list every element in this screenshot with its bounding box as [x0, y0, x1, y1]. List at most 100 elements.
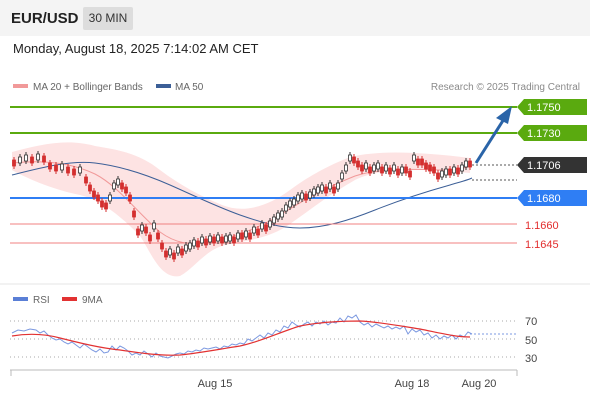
candlesticks: [12, 151, 472, 262]
candle-body: [296, 194, 300, 202]
candle-body: [212, 236, 216, 244]
candle-body: [332, 186, 336, 194]
candle-body: [188, 242, 192, 250]
candle-body: [236, 232, 240, 240]
candle-body: [396, 168, 400, 176]
candle-body: [54, 164, 58, 172]
candle-body: [280, 210, 284, 218]
target2-value: 1.1750: [527, 102, 561, 114]
candle-body: [144, 226, 148, 234]
candle-body: [120, 182, 124, 190]
candle-body: [388, 167, 392, 175]
candle-body: [284, 204, 288, 212]
rsi-line: [11, 314, 473, 359]
candle-body: [360, 164, 364, 172]
candle-body: [272, 216, 276, 224]
candle-body: [136, 228, 140, 236]
candle-body: [112, 182, 116, 190]
pivot-value: 1.1680: [527, 193, 561, 205]
candle-body: [108, 194, 112, 202]
candle-body: [164, 250, 168, 258]
ma20-legend-label: MA 20 + Bollinger Bands: [33, 82, 143, 93]
candle-body: [340, 172, 344, 180]
toolbar: EUR/USD 30 MIN: [0, 0, 590, 36]
candle-body: [18, 156, 22, 164]
candle-body: [172, 252, 176, 260]
rsi-tick-50: 50: [525, 335, 537, 347]
candle-body: [92, 190, 96, 198]
candle-body: [384, 164, 388, 172]
candle-body: [72, 168, 76, 176]
candle-body: [88, 184, 92, 192]
candle-body: [12, 159, 16, 167]
candle-body: [300, 192, 304, 200]
candle-body: [436, 172, 440, 180]
candle-body: [140, 224, 144, 232]
candle-body: [156, 232, 160, 240]
candle-body: [152, 222, 156, 230]
candle-body: [376, 162, 380, 170]
candle-body: [452, 166, 456, 174]
candle-body: [456, 167, 460, 175]
candle-body: [408, 170, 412, 178]
rsi-tick-30: 30: [525, 353, 537, 365]
target2-tag: [517, 99, 587, 115]
watermark: Research © 2025 Trading Central: [431, 82, 580, 93]
candle-body: [228, 234, 232, 242]
ma50-legend-label: MA 50: [175, 82, 204, 93]
candle-body: [100, 200, 104, 208]
last-price-value: 1.1706: [527, 160, 561, 172]
forecast-arrow-shaft: [474, 118, 506, 164]
x-label-aug20: Aug 20: [462, 378, 497, 390]
candle-body: [36, 153, 40, 161]
candle-body: [316, 186, 320, 194]
candle-body: [176, 246, 180, 254]
x-label-aug18: Aug 18: [395, 378, 430, 390]
candle-body: [428, 164, 432, 172]
candle-body: [328, 182, 332, 190]
candle-body: [96, 194, 100, 202]
candle-body: [352, 156, 356, 164]
support1-value: 1.1660: [525, 220, 559, 232]
candle-body: [460, 164, 464, 172]
ma20-line: [11, 161, 473, 245]
ma50-legend-swatch: [156, 84, 171, 88]
candle-body: [48, 162, 52, 170]
candle-body: [128, 194, 132, 202]
candle-body: [200, 236, 204, 244]
candle-body: [42, 155, 46, 163]
candle-body: [208, 235, 212, 243]
candle-body: [400, 166, 404, 174]
rsi-ma-legend-label: 9MA: [82, 295, 103, 306]
symbol-label: EUR/USD: [11, 10, 79, 27]
candle-body: [368, 166, 372, 174]
candle-body: [348, 154, 352, 162]
candle-body: [240, 232, 244, 240]
candle-body: [256, 228, 260, 236]
candle-body: [448, 168, 452, 176]
candle-body: [468, 160, 472, 168]
candle-body: [276, 212, 280, 220]
candle-body: [420, 158, 424, 166]
candle-body: [66, 166, 70, 174]
candle-body: [364, 162, 368, 170]
candle-body: [78, 166, 82, 174]
candle-body: [216, 234, 220, 242]
candle-body: [336, 182, 340, 190]
candle-body: [124, 186, 128, 194]
candle-body: [148, 234, 152, 242]
candle-body: [204, 238, 208, 246]
candle-body: [404, 166, 408, 174]
x-label-aug15: Aug 15: [198, 378, 233, 390]
support2-value: 1.1645: [525, 239, 559, 251]
candle-body: [196, 240, 200, 248]
candle-body: [168, 248, 172, 256]
candle-body: [372, 164, 376, 172]
candle-body: [392, 164, 396, 172]
candle-body: [292, 198, 296, 206]
timeframe-button[interactable]: 30 MIN: [83, 7, 133, 30]
timestamp: Monday, August 18, 2025 7:14:02 AM CET: [13, 41, 259, 56]
candle-body: [30, 156, 34, 164]
